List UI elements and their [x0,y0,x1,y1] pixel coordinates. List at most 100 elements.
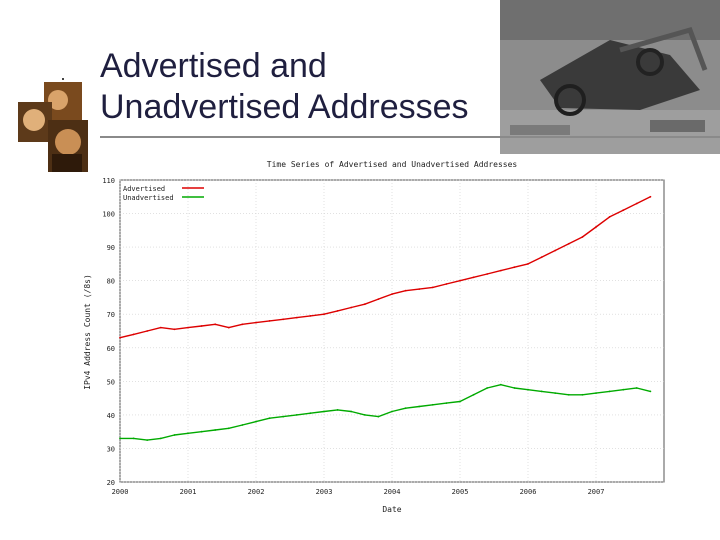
legend-label-advertised: Advertised [123,185,165,193]
data-point-advertised [200,325,203,327]
data-point-unadvertised [377,415,380,418]
x-tick-label: 2005 [452,488,469,496]
data-point-advertised [309,315,312,317]
data-point-unadvertised [649,390,652,393]
data-point-advertised [295,316,298,319]
data-point-advertised [459,279,461,282]
data-point-unadvertised [146,439,149,441]
data-point-advertised [377,298,380,300]
x-tick-label: 2003 [316,488,333,496]
y-tick-label: 60 [107,345,115,353]
data-point-advertised [187,326,189,329]
data-point-advertised [268,320,271,322]
data-point-advertised [214,323,217,326]
data-point-unadvertised [499,383,502,386]
data-point-unadvertised [255,420,257,423]
slide-title-line-2: Unadvertised Addresses [100,88,469,126]
data-point-advertised [595,226,597,228]
title-underline [100,136,720,138]
data-point-advertised [527,263,529,265]
y-tick-label: 90 [107,244,115,252]
data-point-advertised [418,288,421,290]
slide-title: Advertised and Unadvertised Addresses [100,46,469,128]
data-point-advertised [608,216,611,218]
x-tick-label: 2000 [112,488,129,496]
data-point-unadvertised [635,387,638,389]
x-tick-label: 2001 [180,488,197,496]
x-axis-label: Date [382,505,401,514]
data-point-unadvertised [472,393,475,396]
data-point-unadvertised [159,437,162,440]
data-point-unadvertised [282,415,285,418]
data-point-unadvertised [567,393,570,396]
data-point-advertised [649,195,652,198]
slide-title-line-1: Advertised and [100,47,327,85]
data-point-unadvertised [268,417,271,420]
data-point-unadvertised [309,412,312,415]
data-point-unadvertised [336,409,339,411]
y-tick-label: 110 [102,177,115,185]
data-point-unadvertised [323,410,325,413]
data-point-unadvertised [513,387,516,389]
legend-label-unadvertised: Unadvertised [123,194,174,202]
data-point-advertised [336,310,339,312]
y-tick-label: 70 [107,311,115,319]
data-point-unadvertised [445,402,448,404]
data-point-unadvertised [540,390,543,393]
data-point-advertised [581,236,584,238]
data-point-advertised [159,326,162,329]
painting-collage-image [18,80,88,176]
wreckage-photo-image [500,0,720,154]
data-point-advertised [119,336,121,339]
data-point-unadvertised [119,437,121,440]
data-point-unadvertised [608,390,611,393]
data-point-advertised [499,269,502,272]
data-point-unadvertised [132,437,135,440]
x-tick-label: 2002 [248,488,265,496]
x-tick-label: 2007 [588,488,605,496]
y-tick-label: 20 [107,479,115,487]
data-point-advertised [472,276,475,279]
data-point-advertised [363,303,366,306]
data-point-unadvertised [581,393,584,396]
data-point-unadvertised [187,432,189,435]
data-point-advertised [554,249,557,252]
chart-title: Time Series of Advertised and Unadvertis… [267,160,518,169]
y-tick-label: 50 [107,378,115,386]
data-point-unadvertised [350,410,353,413]
series-line-unadvertised [120,384,651,441]
data-point-unadvertised [227,427,230,430]
data-point-advertised [323,313,325,316]
x-tick-label: 2004 [384,488,401,496]
data-point-advertised [255,321,257,324]
data-point-unadvertised [241,424,244,426]
data-point-unadvertised [404,407,407,410]
data-point-advertised [445,283,448,285]
series-line-advertised [119,196,651,339]
data-point-advertised [241,323,244,326]
chart-grid [119,179,664,483]
data-point-unadvertised [200,430,203,433]
data-point-unadvertised [527,388,529,391]
data-point-advertised [486,273,489,275]
data-point-unadvertised [391,410,393,413]
data-point-advertised [391,293,393,295]
data-point-advertised [622,209,625,212]
y-axis-label: IPv4 Address Count (/8s) [83,274,92,390]
data-point-advertised [146,330,149,332]
data-point-advertised [282,318,285,321]
data-point-unadvertised [173,434,176,436]
data-point-advertised [350,306,353,309]
data-point-unadvertised [459,400,461,403]
data-point-advertised [513,266,516,269]
y-tick-label: 80 [107,278,115,286]
data-point-advertised [227,326,230,329]
data-point-unadvertised [214,429,217,431]
data-point-unadvertised [295,414,298,416]
data-point-unadvertised [363,414,366,416]
data-point-unadvertised [431,403,434,406]
x-tick-label: 2006 [520,488,537,496]
data-point-unadvertised [622,388,625,391]
